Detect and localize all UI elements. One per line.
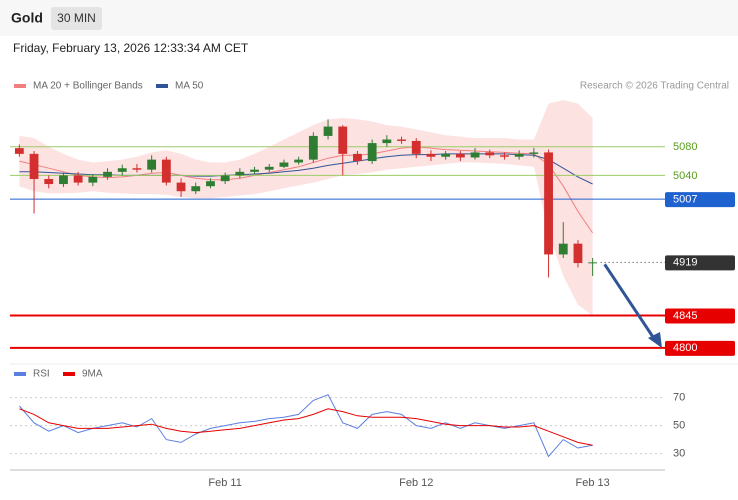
interval-button[interactable] — [51, 7, 102, 30]
candle-body — [220, 175, 230, 182]
level-label-box — [665, 340, 735, 356]
candle-body — [29, 153, 39, 180]
candle-body — [514, 153, 524, 157]
level-label: 4845 — [673, 310, 697, 322]
candle-body — [294, 159, 304, 163]
candle-body — [529, 152, 539, 154]
candle-body — [367, 143, 377, 162]
top-bar — [0, 0, 738, 36]
projection-arrowhead — [648, 332, 662, 348]
candle-body — [44, 179, 54, 185]
legend-label: MA 50 — [175, 81, 204, 92]
candle-body — [455, 153, 465, 158]
candle-body — [279, 162, 289, 167]
candle-body — [206, 181, 215, 187]
candle-body — [411, 140, 421, 154]
candle-body — [73, 175, 83, 183]
x-tick-label: Feb 12 — [399, 477, 433, 489]
candle-body — [323, 126, 333, 136]
candle-body — [191, 186, 201, 192]
level-label: 5080 — [673, 141, 697, 153]
source: Research © 2026 Trading Central — [580, 81, 729, 92]
level-label: 4919 — [673, 257, 697, 269]
candle-body — [544, 152, 553, 255]
series-line — [19, 394, 593, 458]
candle-body — [59, 175, 68, 185]
candle-body — [147, 159, 157, 170]
ma-line — [19, 146, 594, 234]
candle-body — [470, 152, 480, 158]
candle-body — [573, 243, 583, 264]
candle-body — [161, 159, 171, 183]
candle-body — [558, 243, 568, 255]
legend-swatch — [156, 84, 168, 88]
candle-body — [338, 126, 348, 154]
legend-swatch — [14, 372, 26, 376]
candle-body — [176, 182, 186, 192]
timestamp: Friday, February 13, 2026 12:33:34 AM CE… — [13, 41, 249, 55]
candle-body — [485, 152, 495, 156]
level-label: 5040 — [673, 170, 697, 182]
level-label-box — [665, 255, 735, 271]
candle-body — [250, 169, 259, 172]
interval[interactable]: 30 MIN — [57, 11, 96, 25]
bollinger-band — [19, 100, 593, 316]
candle-body — [588, 262, 598, 264]
y-tick-label: 70 — [673, 392, 685, 404]
level-label-box — [665, 192, 735, 208]
y-tick-label: 30 — [673, 448, 685, 460]
y-tick-label: 50 — [673, 420, 685, 432]
legend-label: MA 20 + Bollinger Bands — [33, 81, 143, 92]
candle-body — [132, 168, 142, 170]
x-tick-label: Feb 11 — [208, 477, 241, 489]
legend-label: RSI — [33, 369, 50, 380]
level-label: 5007 — [673, 194, 697, 206]
level-label-box — [665, 308, 735, 324]
x-tick-label: Feb 13 — [576, 477, 610, 489]
candle-body — [264, 166, 274, 170]
candle-body — [397, 139, 406, 141]
candle-body — [88, 176, 98, 183]
legend-label: 9MA — [82, 369, 103, 380]
candle-body — [117, 168, 127, 172]
symbol: Gold — [11, 10, 43, 26]
candle-body — [308, 135, 318, 160]
legend-swatch — [63, 372, 75, 376]
legend-swatch — [14, 84, 26, 88]
candle-body — [426, 153, 436, 157]
candle-body — [235, 171, 245, 176]
candle-body — [500, 155, 509, 157]
series-line — [19, 408, 593, 446]
candle-body — [14, 148, 24, 154]
level-label: 4800 — [673, 342, 697, 354]
candle-body — [382, 139, 392, 144]
projection-arrow — [603, 263, 657, 341]
candle-body — [441, 153, 451, 157]
candle-body — [103, 171, 112, 177]
candle-body — [353, 153, 362, 162]
